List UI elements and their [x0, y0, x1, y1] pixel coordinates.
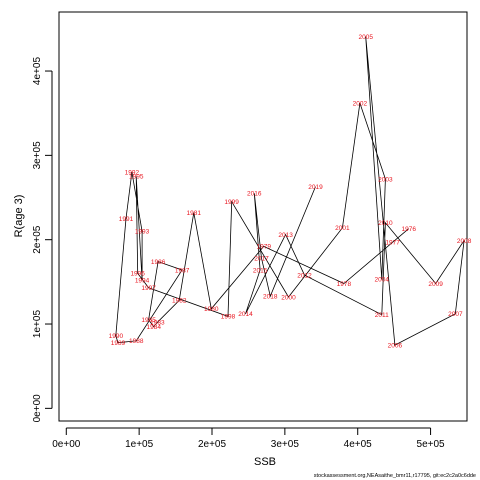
point-label-2006: 2006 [388, 342, 403, 349]
point-label-1983: 1983 [150, 320, 165, 327]
x-tick-label: 2e+05 [198, 439, 227, 450]
x-tick-label: 3e+05 [271, 439, 300, 450]
x-tick-label: 4e+05 [344, 439, 373, 450]
footer-text: stockassessment.org,NEAsaithe_bmr11,r177… [314, 473, 476, 479]
point-label-2010: 2010 [378, 220, 393, 227]
point-label-1978: 1978 [337, 281, 352, 288]
x-tick-label: 5e+05 [417, 439, 446, 450]
x-axis-title: SSB [254, 456, 276, 468]
point-label-1993: 1993 [135, 229, 150, 236]
point-label-1976: 1976 [401, 226, 416, 233]
point-label-2008: 2008 [457, 238, 472, 245]
point-label-2017: 2017 [254, 256, 269, 263]
point-label-1979: 1979 [256, 244, 271, 251]
point-label-1988: 1988 [129, 338, 144, 345]
point-label-2003: 2003 [378, 176, 393, 183]
point-label-2019: 2019 [308, 184, 323, 191]
point-label-1997: 1997 [141, 285, 156, 292]
point-label-2013: 2013 [278, 232, 293, 239]
y-tick-label: 1e+05 [32, 310, 43, 339]
y-tick-label: 4e+05 [32, 57, 43, 86]
y-tick-label: 2e+05 [32, 225, 43, 254]
x-axis: 0e+00 1e+05 2e+05 3e+05 4e+05 5e+05 [52, 427, 446, 450]
y-axis-title: R(age 3) [13, 195, 25, 238]
y-tick-label: 0e+00 [32, 394, 43, 423]
point-label-1986: 1986 [151, 259, 166, 266]
series-path [115, 36, 465, 346]
point-label-1985: 1985 [141, 317, 156, 324]
x-tick-label: 0e+00 [52, 439, 81, 450]
point-label-2000: 2000 [281, 294, 296, 301]
point-label-2005: 2005 [358, 34, 373, 41]
y-tick-label: 3e+05 [32, 141, 43, 170]
point-label-1977: 1977 [385, 240, 400, 247]
point-label-1981: 1981 [187, 210, 202, 217]
point-label-2002: 2002 [353, 100, 368, 107]
point-label-2015: 2015 [253, 267, 268, 274]
point-label-1999: 1999 [224, 199, 239, 206]
point-label-2004: 2004 [375, 277, 390, 284]
point-label-2001: 2001 [335, 225, 350, 232]
point-label-1991: 1991 [119, 216, 134, 223]
point-label-2009: 2009 [428, 281, 443, 288]
series-line [115, 36, 465, 346]
point-label-2007: 2007 [448, 311, 463, 318]
point-label-1992: 1992 [125, 170, 140, 177]
point-label-2018: 2018 [263, 293, 278, 300]
point-label-1984: 1984 [146, 324, 161, 331]
point-label-1982: 1982 [172, 298, 187, 305]
point-label-2014: 2014 [238, 311, 253, 318]
point-label-1990: 1990 [109, 333, 124, 340]
x-tick-label: 1e+05 [125, 439, 154, 450]
point-label-2016: 2016 [247, 191, 262, 198]
point-label-1980: 1980 [204, 306, 219, 313]
point-label-2012: 2012 [297, 272, 312, 279]
point-label-2011: 2011 [375, 312, 389, 319]
point-label-1995: 1995 [129, 174, 144, 181]
point-label-1989: 1989 [111, 340, 126, 347]
plot-frame [58, 11, 468, 422]
point-label-1994: 1994 [135, 277, 150, 284]
point-label-1996: 1996 [130, 271, 145, 278]
point-label-1998: 1998 [221, 314, 236, 321]
y-axis: 0e+00 1e+05 2e+05 3e+05 4e+05 [32, 57, 53, 423]
point-label-1987: 1987 [175, 267, 190, 274]
